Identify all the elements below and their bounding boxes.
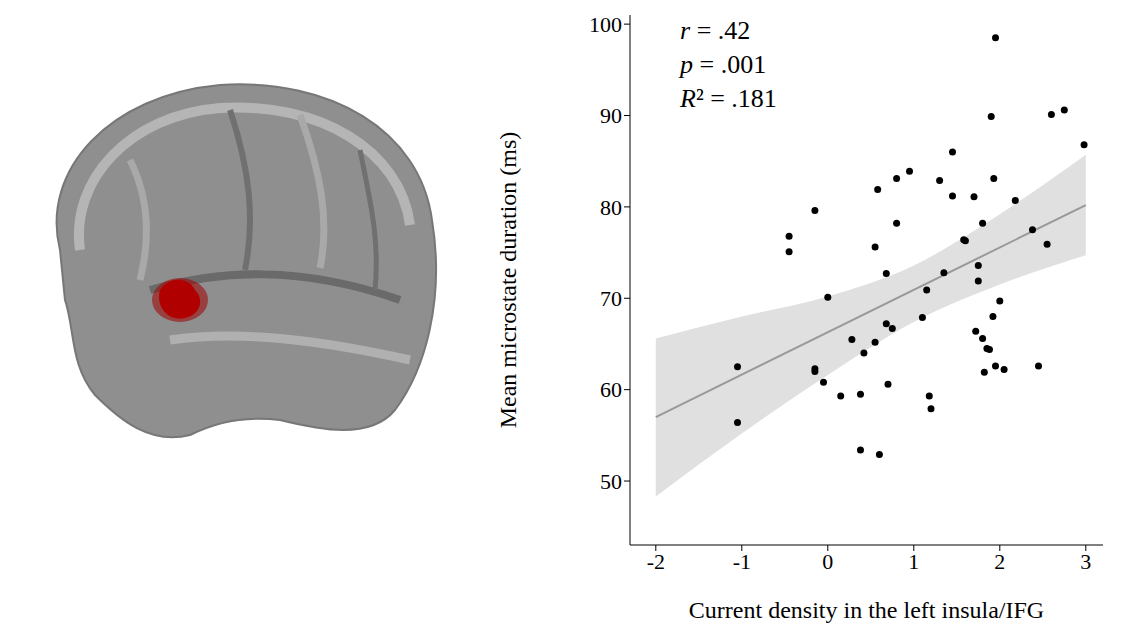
svg-text:0: 0	[822, 549, 833, 574]
html-text:r = .42: r = .42	[680, 16, 751, 45]
svg-text:Mean microstate duration (ms): Mean microstate duration (ms)	[495, 132, 521, 429]
svg-text:2: 2	[994, 549, 1005, 574]
svg-text:80: 80	[600, 195, 622, 220]
html-text:p = .001: p = .001	[680, 50, 767, 79]
svg-text:-2: -2	[647, 549, 665, 574]
svg-text:70: 70	[600, 286, 622, 311]
svg-text:Current density in the left in: Current density in the left insula/IFG	[689, 597, 1044, 623]
svg-text:1: 1	[908, 549, 919, 574]
svg-text:-1: -1	[733, 549, 751, 574]
svg-text:60: 60	[600, 377, 622, 402]
svg-text:90: 90	[600, 103, 622, 128]
svg-text:3: 3	[1080, 549, 1091, 574]
svg-text:50: 50	[600, 469, 622, 494]
html-text:R ² = .181: R ² = .181	[680, 84, 777, 113]
svg-text:100: 100	[589, 12, 622, 37]
